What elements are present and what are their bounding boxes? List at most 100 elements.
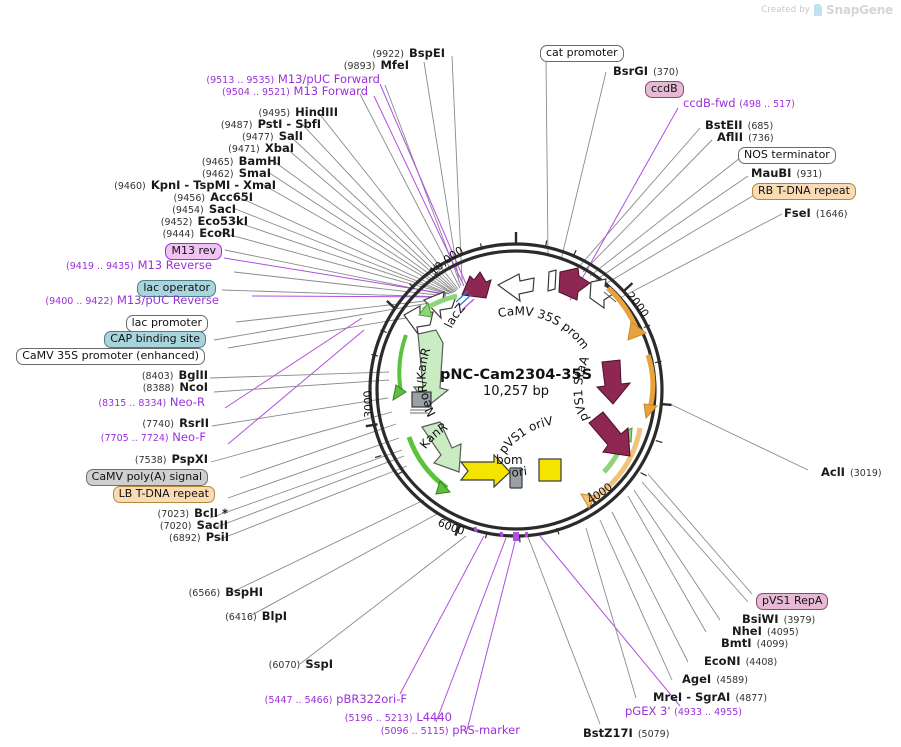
label-camv35s-enhanced[interactable]: CaMV 35S promoter (enhanced) [16, 346, 205, 365]
label-bsrgi[interactable]: BsrGI (370) [613, 62, 679, 78]
pos-bglii: (8403) [141, 371, 174, 382]
label-acli[interactable]: AclI (3019) [821, 463, 882, 479]
label-prs-marker[interactable]: (5096 .. 5115) pRS-marker [381, 723, 520, 737]
label-bamhi[interactable]: (9465) BamHI [202, 152, 281, 168]
label-m13-forward[interactable]: (9504 .. 9521) M13 Forward [222, 84, 368, 98]
enzyme-pspxi: PspXI [171, 452, 208, 466]
label-sspi[interactable]: (6070) SspI [269, 655, 333, 671]
enzyme-saci: SacI [208, 202, 236, 216]
label-kpni-tspmi-xmai[interactable]: (9460) KpnI - TspMI - XmaI [114, 176, 276, 192]
label-pvs1-repa[interactable]: pVS1 RepA [756, 591, 829, 610]
label-psii[interactable]: (6892) PsiI [169, 528, 229, 544]
enzyme-fsei: FseI [784, 206, 811, 220]
label-lac-operator[interactable]: lac operator [137, 278, 216, 297]
inner-label-bom: bom [496, 453, 523, 467]
label-bmti[interactable]: BmtI (4099) [721, 634, 788, 650]
label-camv-polya[interactable]: CaMV poly(A) signal [85, 467, 208, 486]
primer-neo-f: Neo-F [172, 430, 206, 444]
feature-arrowhead-orange-1 [627, 321, 648, 341]
label-bspei[interactable]: (9922) BspEI [372, 44, 445, 60]
pos-sali: (9477) [242, 132, 274, 143]
primer-prs-marker: pRS-marker [452, 723, 520, 737]
label-rsrii[interactable]: (7740) RsrII [142, 414, 209, 430]
enzyme-aflii: AflII [717, 130, 743, 144]
feature-arrowhead-orange-3 [580, 493, 596, 510]
label-rb-tdna-repeat[interactable]: RB T-DNA repeat [752, 181, 856, 200]
enzyme-bcli: BclI * [194, 506, 228, 520]
pos-mfei: (9893) [343, 61, 376, 72]
label-m13-reverse[interactable]: (9419 .. 9435) M13 Reverse [66, 259, 212, 272]
label-neo-f[interactable]: (7705 .. 7724) Neo-F [101, 430, 206, 444]
label-xbai[interactable]: (9471) XbaI [228, 139, 294, 155]
enzyme-xbai: XbaI [264, 141, 294, 155]
label-eco53ki[interactable]: (9452) Eco53kI [161, 212, 248, 228]
label-m13puc-reverse[interactable]: (9400 .. 9422) M13/pUC Reverse [45, 293, 219, 307]
label-ecori[interactable]: (9444) EcoRI [163, 224, 235, 240]
label-ccdb[interactable]: ccdB [645, 79, 684, 98]
primer-m13puc-reverse: M13/pUC Reverse [116, 293, 219, 307]
label-m13puc-forward[interactable]: (9513 .. 9535) M13/pUC Forward [206, 73, 380, 86]
pos-acli: (3019) [850, 468, 882, 479]
feature-arrow-neor-kanr [412, 329, 450, 407]
label-mfei[interactable]: (9893) MfeI [344, 56, 409, 72]
label-cat-promoter[interactable]: cat promoter [540, 43, 624, 62]
enzyme-kpni-tspmi-xmai: KpnI - TspMI - XmaI [150, 178, 276, 192]
label-smai[interactable]: (9462) SmaI [202, 164, 271, 180]
label-econi[interactable]: EcoNI (4408) [704, 652, 777, 668]
label-acc65i[interactable]: (9456) Acc65I [173, 188, 253, 204]
label-aflii[interactable]: AflII (736) [717, 128, 774, 144]
pos-pgex-3prime: (4933 .. 4955) [674, 707, 743, 718]
primer-ccdb-fwd: ccdB-fwd [683, 96, 736, 110]
enzyme-rsrii: RsrII [179, 416, 209, 430]
enzyme-sacii: SacII [196, 518, 228, 532]
enzyme-bsrgi: BsrGI [613, 64, 648, 78]
leader-lines-left [209, 371, 467, 665]
pos-bcli: (7023) [157, 509, 190, 520]
enzyme-bstz17i: BstZ17I [583, 726, 633, 740]
label-blpi[interactable]: (6416) BlpI [225, 607, 287, 623]
label-mrei-sgrai[interactable]: MreI - SgrAI (4877) [653, 688, 767, 704]
label-m13-rev[interactable]: M13 rev [165, 241, 222, 260]
label-cap-binding-site[interactable]: CAP binding site [104, 329, 206, 348]
feature-cat-promoter: cat promoter [540, 45, 624, 62]
feature-m13-rev: M13 rev [165, 243, 222, 260]
label-pbr322ori-f[interactable]: (5447 .. 5466) pBR322ori-F [265, 693, 407, 706]
label-bsteii[interactable]: BstEII (685) [705, 116, 773, 132]
label-neo-r[interactable]: (8315 .. 8334) Neo-R [98, 396, 205, 409]
label-ncoi[interactable]: (8388) NcoI [143, 378, 208, 394]
primer-m13-forward: M13 Forward [293, 84, 368, 98]
label-fsei[interactable]: FseI (1646) [784, 204, 847, 220]
enzyme-sspi: SspI [305, 657, 333, 671]
label-ccdb-fwd[interactable]: ccdB-fwd (498 .. 517) [683, 96, 795, 110]
label-hindiii[interactable]: (9495) HindIII [258, 103, 338, 119]
label-nos-terminator[interactable]: NOS terminator [738, 145, 836, 164]
label-bsphi[interactable]: (6566) BspHI [189, 583, 263, 599]
feature-arrowhead-green-neor [392, 384, 407, 402]
label-bcli[interactable]: (7023) BclI * [157, 504, 228, 520]
label-saci[interactable]: (9454) SacI [172, 200, 236, 216]
label-pspxi[interactable]: (7538) PspXI [135, 450, 208, 466]
pos-bmti: (4099) [756, 639, 789, 650]
label-nhei[interactable]: NheI (4095) [732, 622, 799, 638]
label-sali[interactable]: (9477) SalI [242, 127, 303, 143]
label-pgex-3prime[interactable]: pGEX 3' (4933 .. 4955) [625, 705, 743, 718]
label-l4440[interactable]: (5196 .. 5213) L4440 [345, 711, 452, 724]
pos-bstz17i: (5079) [637, 729, 670, 740]
feature-lb-tdna-repeat: LB T-DNA repeat [112, 486, 215, 503]
label-bsiwi[interactable]: BsiWI (3979) [742, 610, 815, 626]
enzyme-agei: AgeI [682, 672, 712, 686]
label-psti-sbfi[interactable]: (9487) PstI - SbfI [221, 115, 321, 131]
enzyme-nhei: NheI [732, 624, 762, 638]
label-bglii[interactable]: (8403) BglII [142, 366, 208, 382]
enzyme-hindiii: HindIII [295, 105, 338, 119]
inner-label-pvs1-oriv: pVS1 oriV [496, 414, 555, 457]
label-maubi[interactable]: MauBI (931) [751, 164, 822, 180]
label-sacii[interactable]: (7020) SacII [160, 516, 228, 532]
feature-arrow-pvs1-oriv [588, 411, 631, 457]
label-lb-tdna-repeat[interactable]: LB T-DNA repeat [112, 484, 215, 503]
label-agei[interactable]: AgeI (4589) [682, 670, 748, 686]
feature-box-pvs1-oriv [538, 458, 562, 482]
enzyme-econi: EcoNI [704, 654, 741, 668]
label-bstz17i[interactable]: BstZ17I (5079) [583, 724, 669, 740]
